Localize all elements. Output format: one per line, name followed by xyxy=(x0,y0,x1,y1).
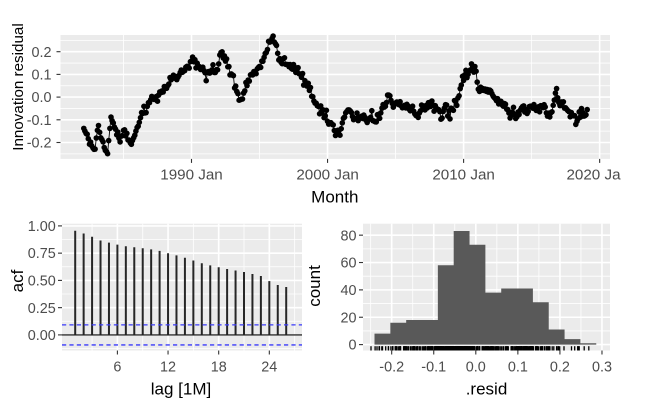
svg-text:-0.2: -0.2 xyxy=(379,360,404,376)
svg-text:0.0: 0.0 xyxy=(466,360,486,376)
svg-text:0.1: 0.1 xyxy=(31,68,51,84)
svg-text:0.25: 0.25 xyxy=(28,301,56,317)
svg-text:Innovation residual: Innovation residual xyxy=(10,23,27,151)
svg-text:1990 Jan: 1990 Jan xyxy=(160,167,223,184)
svg-text:2000 Jan: 2000 Jan xyxy=(296,167,359,184)
svg-text:6: 6 xyxy=(113,360,121,376)
svg-text:40: 40 xyxy=(340,283,356,299)
svg-text:60: 60 xyxy=(340,256,356,272)
svg-text:2020 Ja: 2020 Ja xyxy=(566,167,621,184)
svg-text:-0.1: -0.1 xyxy=(27,113,52,129)
svg-text:0.00: 0.00 xyxy=(28,328,56,344)
svg-text:0.2: 0.2 xyxy=(31,45,51,61)
svg-text:20: 20 xyxy=(340,310,356,326)
svg-text:0.75: 0.75 xyxy=(28,246,56,262)
svg-text:.resid: .resid xyxy=(466,380,508,399)
svg-text:0.2: 0.2 xyxy=(550,360,570,376)
svg-text:count: count xyxy=(305,265,324,307)
svg-text:lag [1M]: lag [1M] xyxy=(151,380,211,399)
svg-text:Month: Month xyxy=(311,188,358,207)
svg-text:-0.2: -0.2 xyxy=(27,136,52,152)
svg-text:0.0: 0.0 xyxy=(31,90,51,106)
svg-text:24: 24 xyxy=(261,360,277,376)
svg-text:80: 80 xyxy=(340,228,356,244)
svg-text:12: 12 xyxy=(160,360,176,376)
svg-text:18: 18 xyxy=(211,360,227,376)
svg-text:0.1: 0.1 xyxy=(508,360,528,376)
svg-text:0.3: 0.3 xyxy=(592,360,612,376)
svg-text:-0.1: -0.1 xyxy=(421,360,446,376)
svg-text:2010 Jan: 2010 Jan xyxy=(432,167,495,184)
svg-text:0.50: 0.50 xyxy=(28,274,56,290)
svg-text:acf: acf xyxy=(8,269,27,292)
svg-text:0: 0 xyxy=(348,338,356,354)
svg-text:1.00: 1.00 xyxy=(28,219,56,235)
